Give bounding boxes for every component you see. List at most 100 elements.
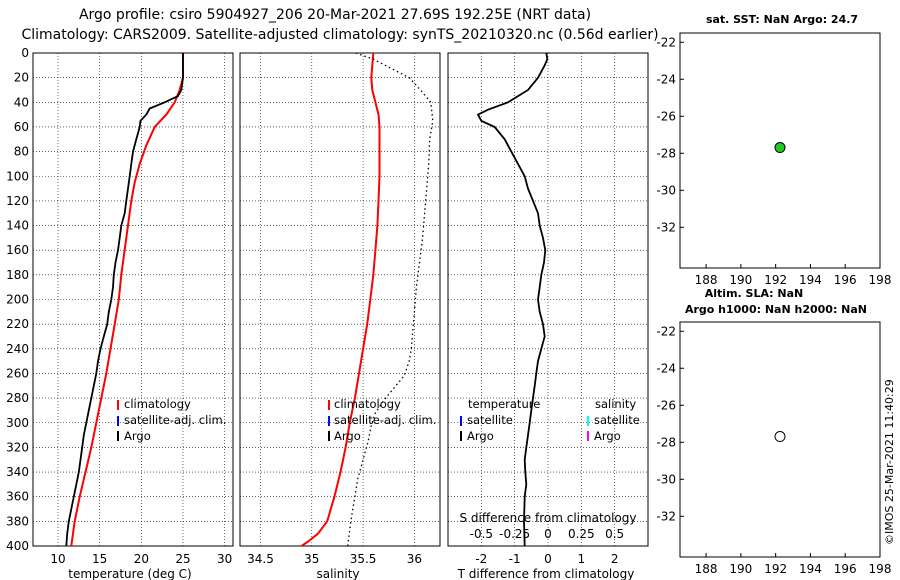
x-tick-label: -2	[475, 552, 487, 566]
credit-timestamp: ©IMOS 25-Mar-2021 11:40:29	[883, 379, 896, 545]
depth-tick-label: 200	[6, 293, 29, 307]
lon-tick-label: 190	[729, 562, 752, 576]
depth-tick-label: 340	[6, 465, 29, 479]
sla-map-title: Altim. SLA: NaN	[705, 287, 804, 300]
lat-tick-label: -28	[656, 146, 676, 160]
sst-map-title: sat. SST: NaN Argo: 24.7	[706, 13, 858, 26]
lat-tick-label: -22	[656, 324, 676, 338]
x-tick-label: 15	[92, 552, 107, 566]
lon-tick-label: 196	[834, 273, 857, 287]
lon-tick-label: 192	[764, 562, 787, 576]
t-difference-tick-labels: -2 -1 0 1 2	[475, 552, 618, 566]
lat-tick-label: -26	[656, 109, 676, 123]
lon-tick-label: 192	[764, 273, 787, 287]
lat-tick-label: -24	[656, 361, 676, 375]
depth-tick-label: 400	[6, 539, 29, 553]
lon-tick-label: 198	[869, 562, 892, 576]
depth-tick-label: 300	[6, 416, 29, 430]
s-difference-axis-label: S difference from climatology	[460, 511, 637, 525]
lon-tick-label: 196	[834, 562, 857, 576]
x-tick-label: 25	[175, 552, 190, 566]
depth-tick-label: 0	[21, 46, 29, 60]
salinity-tick-labels: 34.5 35 35.5 36	[247, 552, 422, 566]
header-line1: Argo profile: csiro 5904927_206 20-Mar-2…	[79, 7, 591, 23]
series-argo	[65, 53, 184, 547]
s-diff-tick-label: 0.5	[605, 527, 624, 541]
legend-label-satellite: satellite-adj. clim.	[334, 413, 436, 427]
depth-tick-label: 80	[14, 145, 29, 159]
depth-tick-label: 20	[14, 71, 29, 85]
difference-legend: temperature salinity satellite Argo sate…	[460, 397, 640, 443]
lat-tick-label: -28	[656, 435, 676, 449]
x-tick-label: 2	[611, 552, 619, 566]
depth-tick-label: 240	[6, 342, 29, 356]
depth-tick-label: 40	[14, 95, 29, 109]
depth-tick-label: 280	[6, 391, 29, 405]
salinity-lines	[300, 52, 434, 547]
x-tick-label: 1	[578, 552, 586, 566]
sla-map-panel: Altim. SLA: NaN Argo h1000: NaN h2000: N…	[656, 287, 891, 576]
depth-tick-label: 220	[6, 317, 29, 331]
depth-tick-label: 320	[6, 440, 29, 454]
legend-title-salinity: salinity	[595, 397, 636, 411]
x-tick-label: 10	[50, 552, 65, 566]
depth-tick-label: 160	[6, 243, 29, 257]
salinity-legend: climatology satellite-adj. clim. Argo	[328, 397, 436, 443]
lat-tick-label: -24	[656, 72, 676, 86]
lat-tick-label: -30	[656, 183, 676, 197]
lon-tick-label: 198	[869, 273, 892, 287]
legend-label-argo: Argo	[124, 429, 151, 443]
legend-label-climatology: climatology	[334, 397, 401, 411]
lon-tick-label: 188	[695, 562, 718, 576]
x-tick-label: 30	[217, 552, 232, 566]
s-diff-tick-label: 0.25	[568, 527, 595, 541]
x-tick-label: 0	[544, 552, 552, 566]
series-climatology	[70, 53, 184, 547]
sla-map-points	[774, 431, 786, 443]
legend-label-s-argo: Argo	[594, 429, 621, 443]
lon-tick-label: 194	[799, 273, 822, 287]
x-tick-label: -1	[509, 552, 521, 566]
lon-tick-label: 194	[799, 562, 822, 576]
temperature-legend: climatology satellite-adj. clim. Argo	[117, 397, 226, 443]
x-tick-label: 35.5	[350, 552, 377, 566]
depth-tick-label: 360	[6, 490, 29, 504]
depth-tick-labels: 0 20 40 60 80 100 120 140 160 180 200 220 240 260 280 3…	[6, 46, 29, 553]
temperature-axis-label: temperature (deg C)	[68, 567, 191, 580]
argo-location-marker	[774, 142, 786, 154]
lat-tick-label: -30	[656, 472, 676, 486]
difference-grid	[448, 53, 648, 546]
depth-tick-label: 120	[6, 194, 29, 208]
x-tick-label: 36	[407, 552, 422, 566]
legend-label-satellite: satellite-adj. clim.	[124, 413, 226, 427]
s-diff-tick-label: 0	[544, 527, 552, 541]
lon-tick-label: 190	[729, 273, 752, 287]
s-difference-tick-labels: -0.5 -0.25 0 0.25 0.5	[470, 527, 625, 541]
argo-location-marker	[774, 431, 786, 443]
depth-tick-label: 100	[6, 169, 29, 183]
depth-tick-label: 140	[6, 219, 29, 233]
temperature-tick-labels: 10 15 20 25 30	[50, 552, 232, 566]
legend-title-temperature: temperature	[468, 397, 540, 411]
x-tick-label: 34.5	[247, 552, 274, 566]
legend-label-s-satellite: satellite	[594, 413, 640, 427]
legend-label-argo: Argo	[334, 429, 361, 443]
legend-label-climatology: climatology	[124, 397, 191, 411]
sst-map-ticks: -22 -24 -26 -28 -30 -32 188 190 192 194 196 198	[656, 35, 891, 287]
s-diff-tick-label: -0.25	[499, 527, 530, 541]
salinity-panel: 34.5 35 35.5 36 climatology satellite-adj. …	[239, 52, 441, 580]
salinity-grid	[240, 53, 440, 546]
legend-label-t-argo: Argo	[467, 429, 494, 443]
legend-label-t-satellite: satellite	[467, 413, 513, 427]
temperature-lines	[65, 53, 184, 547]
depth-tick-label: 60	[14, 120, 29, 134]
series-climatology	[300, 52, 381, 547]
sla-map-subtitle: Argo h1000: NaN h2000: NaN	[685, 303, 867, 316]
depth-tick-label: 380	[6, 514, 29, 528]
lat-tick-label: -32	[656, 509, 676, 523]
difference-lines	[476, 52, 549, 547]
sst-map-points	[774, 142, 786, 154]
depth-tick-label: 260	[6, 366, 29, 380]
x-tick-label: 35	[304, 552, 319, 566]
